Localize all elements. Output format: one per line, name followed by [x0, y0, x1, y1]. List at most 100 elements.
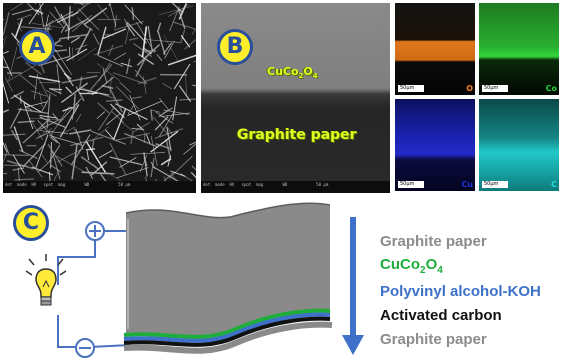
nanowire-fiber: [116, 167, 149, 179]
nanowire-fiber: [166, 126, 172, 152]
minus-lead: [89, 344, 131, 348]
nanowire-fiber: [70, 36, 80, 44]
nanowire-fiber: [192, 84, 196, 87]
nanowire-fiber: [61, 75, 98, 84]
nanowire-fiber: [57, 149, 82, 163]
eds-map-o: 50μm O: [395, 3, 475, 95]
nanowire-fiber: [4, 143, 10, 155]
nanowire-fiber: [137, 76, 157, 85]
minus-terminal-icon: [75, 338, 95, 358]
nanowire-fiber: [183, 143, 196, 155]
nanowire-fiber: [116, 86, 140, 110]
nanowire-fiber: [31, 90, 47, 97]
down-arrow-icon: [342, 217, 364, 355]
nanowire-fiber: [61, 82, 89, 103]
nanowire-fiber: [77, 47, 97, 62]
nanowire-fiber: [105, 129, 115, 141]
nanowire-fiber: [113, 52, 127, 61]
legend-activated-carbon: Activated carbon: [380, 307, 502, 324]
nanowire-fiber: [35, 134, 49, 168]
nanowire-fiber: [39, 118, 61, 130]
nanowire-fiber: [109, 76, 112, 95]
nanowire-fiber: [3, 81, 10, 104]
nanowire-fiber: [34, 3, 37, 4]
nanowire-fiber: [146, 134, 151, 145]
eds-map-o-element: O: [466, 84, 473, 93]
nanowire-fiber: [10, 3, 24, 11]
nanowire-fiber: [66, 48, 88, 62]
nanowire-fiber: [13, 126, 24, 152]
nanowire-fiber: [65, 86, 73, 94]
nanowire-fiber: [46, 94, 51, 129]
nanowire-fiber: [191, 165, 196, 170]
nanowire-fiber: [80, 156, 100, 171]
nanowire-fiber: [13, 94, 31, 107]
nanowire-fiber: [14, 178, 35, 181]
eds-map-cu-scale: 50μm: [398, 181, 424, 188]
nanowire-fiber: [3, 154, 29, 157]
nanowire-fiber: [119, 82, 132, 93]
nanowire-fiber: [112, 72, 147, 85]
nanowire-fiber: [127, 105, 134, 115]
nanowire-fiber: [3, 133, 26, 136]
nanowire-fiber: [115, 103, 148, 120]
nanowire-fiber: [173, 63, 191, 90]
nanowire-fiber: [3, 11, 10, 36]
nanowire-fiber: [37, 120, 61, 145]
nanowire-fiber: [109, 156, 143, 166]
plus-terminal-icon: [85, 221, 105, 241]
eds-map-o-scale: 50μm: [398, 85, 424, 92]
nanowire-fiber: [17, 120, 35, 124]
nanowire-fiber: [124, 4, 143, 25]
nanowire-fiber: [156, 53, 163, 62]
nanowire-fiber: [85, 148, 96, 151]
nanowire-fiber: [130, 131, 134, 145]
nanowire-fiber: [10, 129, 18, 141]
nanowire-fiber: [97, 54, 124, 67]
panel-b-label: B: [226, 34, 244, 59]
nanowire-fiber: [157, 31, 166, 56]
nanowire-fiber: [8, 46, 18, 80]
nanowire-fiber: [81, 171, 115, 175]
nanowire-fiber: [24, 105, 33, 112]
nanowire-fiber: [23, 102, 34, 129]
nanowire-fiber: [167, 127, 174, 136]
nanowire-fiber: [124, 26, 130, 45]
eds-map-co: 50μm Co: [479, 3, 559, 95]
eds-map-co-element: Co: [545, 84, 557, 93]
nanowire-fiber: [178, 85, 192, 103]
nanowire-fiber: [3, 109, 9, 113]
nanowire-fiber: [3, 164, 28, 167]
nanowire-fiber: [172, 96, 178, 121]
nanowire-fiber: [78, 8, 100, 31]
nanowire-fiber: [46, 11, 74, 26]
nanowire-fiber: [49, 88, 63, 91]
eds-map-c-scale: 50μm: [482, 181, 508, 188]
nanowire-fiber: [7, 64, 38, 82]
nanowire-fiber: [163, 35, 180, 63]
nanowire-fiber: [179, 98, 196, 101]
nanowire-fiber: [150, 130, 179, 153]
nanowire-fiber: [17, 22, 22, 32]
nanowire-fiber: [167, 155, 172, 167]
bottom-graphite-layer-line: [123, 321, 333, 354]
nanowire-fiber: [52, 113, 59, 121]
nanowire-fiber: [58, 98, 82, 124]
cuco2o4-layer-line: [123, 308, 331, 339]
nanowire-fiber: [9, 107, 22, 129]
nanowire-fiber: [72, 47, 74, 61]
nanowire-fiber: [92, 33, 100, 46]
nanowire-fiber: [102, 68, 108, 84]
nanowire-fiber: [37, 130, 53, 139]
nanowire-fiber: [39, 3, 45, 27]
nanowire-fiber: [25, 101, 47, 108]
nanowire-fiber: [185, 73, 188, 96]
nanowire-fiber: [160, 112, 190, 117]
nanowire-fiber: [162, 83, 172, 90]
nanowire-fiber: [150, 109, 153, 121]
nanowire-fiber: [52, 54, 74, 87]
nanowire-fiber: [10, 90, 24, 100]
nanowire-fiber: [38, 55, 70, 67]
nanowire-fiber: [177, 8, 186, 30]
nanowire-fiber: [78, 76, 83, 91]
